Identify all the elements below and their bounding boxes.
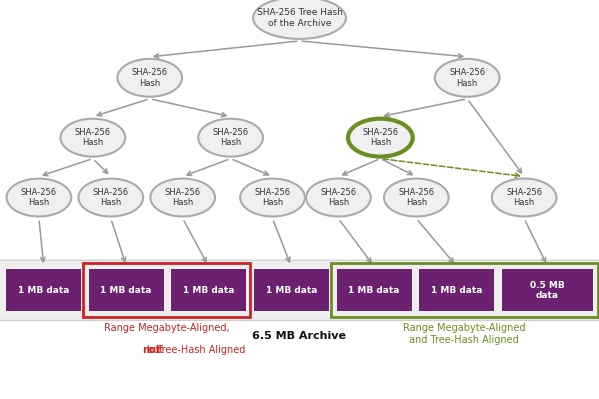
FancyBboxPatch shape bbox=[89, 269, 164, 311]
Text: Range Megabyte-Aligned,: Range Megabyte-Aligned, bbox=[104, 323, 229, 333]
Text: SHA-256
Hash: SHA-256 Hash bbox=[93, 188, 129, 207]
Text: SHA-256
Hash: SHA-256 Hash bbox=[398, 188, 434, 207]
Text: SHA-256
Hash: SHA-256 Hash bbox=[165, 188, 201, 207]
Text: Tree-Hash Aligned: Tree-Hash Aligned bbox=[154, 345, 245, 355]
FancyBboxPatch shape bbox=[171, 269, 246, 311]
Text: 6.5 MB Archive: 6.5 MB Archive bbox=[253, 331, 346, 341]
Text: SHA-256
Hash: SHA-256 Hash bbox=[213, 128, 249, 147]
Text: 1 MB data: 1 MB data bbox=[183, 286, 234, 295]
FancyBboxPatch shape bbox=[254, 269, 329, 311]
FancyBboxPatch shape bbox=[502, 269, 593, 311]
FancyBboxPatch shape bbox=[0, 260, 599, 320]
Ellipse shape bbox=[348, 119, 413, 156]
Text: but: but bbox=[147, 345, 167, 355]
Text: 1 MB data: 1 MB data bbox=[431, 286, 482, 295]
Ellipse shape bbox=[7, 179, 71, 216]
FancyBboxPatch shape bbox=[6, 269, 81, 311]
Ellipse shape bbox=[306, 179, 371, 216]
Text: 1 MB data: 1 MB data bbox=[349, 286, 400, 295]
FancyBboxPatch shape bbox=[337, 269, 412, 311]
Text: SHA-256
Hash: SHA-256 Hash bbox=[320, 188, 356, 207]
Text: not: not bbox=[143, 345, 161, 355]
Text: SHA-256
Hash: SHA-256 Hash bbox=[449, 68, 485, 87]
Ellipse shape bbox=[198, 119, 263, 156]
Text: SHA-256
Hash: SHA-256 Hash bbox=[362, 128, 398, 147]
Text: 1 MB data: 1 MB data bbox=[266, 286, 317, 295]
Text: 1 MB data: 1 MB data bbox=[18, 286, 69, 295]
Text: Range Megabyte-Aligned
and Tree-Hash Aligned: Range Megabyte-Aligned and Tree-Hash Ali… bbox=[403, 323, 525, 345]
Ellipse shape bbox=[253, 0, 346, 39]
Ellipse shape bbox=[435, 59, 500, 97]
Text: SHA-256
Hash: SHA-256 Hash bbox=[255, 188, 291, 207]
Ellipse shape bbox=[78, 179, 143, 216]
Ellipse shape bbox=[240, 179, 305, 216]
Ellipse shape bbox=[492, 179, 556, 216]
Ellipse shape bbox=[60, 119, 125, 156]
Ellipse shape bbox=[150, 179, 215, 216]
Text: 0.5 MB
data: 0.5 MB data bbox=[530, 280, 565, 300]
Ellipse shape bbox=[384, 179, 449, 216]
Text: SHA-256
Hash: SHA-256 Hash bbox=[506, 188, 542, 207]
FancyBboxPatch shape bbox=[419, 269, 494, 311]
Text: SHA-256
Hash: SHA-256 Hash bbox=[21, 188, 57, 207]
Text: SHA-256 Tree Hash
of the Archive: SHA-256 Tree Hash of the Archive bbox=[256, 8, 343, 28]
Text: SHA-256
Hash: SHA-256 Hash bbox=[75, 128, 111, 147]
Ellipse shape bbox=[117, 59, 182, 97]
Text: 1 MB data: 1 MB data bbox=[101, 286, 152, 295]
Text: SHA-256
Hash: SHA-256 Hash bbox=[132, 68, 168, 87]
